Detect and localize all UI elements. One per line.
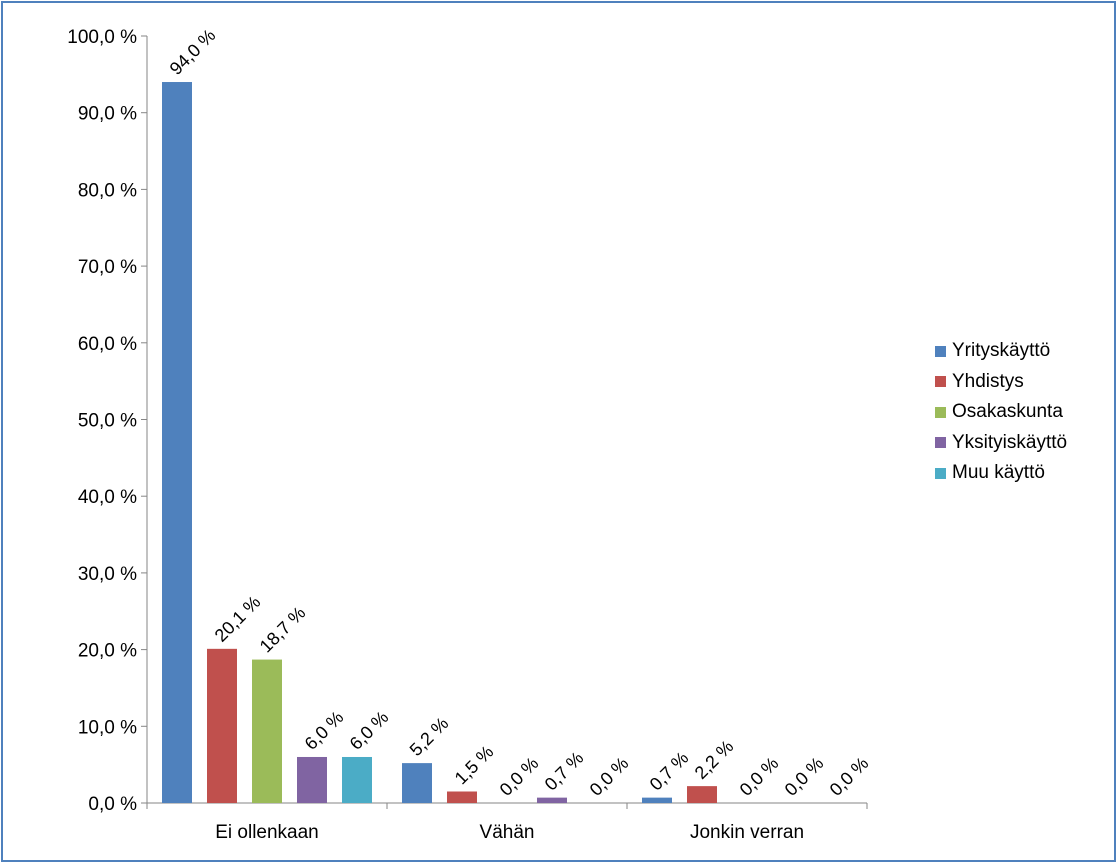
y-tick-label: 60,0 % bbox=[78, 334, 137, 355]
y-tick-label: 0,0 % bbox=[88, 794, 137, 815]
legend-label: Yhdistys bbox=[952, 370, 1024, 392]
legend-swatch bbox=[935, 345, 946, 357]
data-label: 0,7 % bbox=[646, 748, 693, 795]
data-label: 2,2 % bbox=[691, 736, 738, 783]
x-category-label: Ei ollenkaan bbox=[215, 822, 319, 843]
legend-swatch bbox=[935, 467, 946, 479]
data-label: 0,0 % bbox=[826, 753, 873, 800]
legend-swatch bbox=[935, 406, 946, 418]
data-label: 94,0 % bbox=[166, 25, 220, 79]
y-tick-label: 70,0 % bbox=[78, 257, 137, 278]
y-tick-label: 100,0 % bbox=[67, 27, 137, 48]
y-tick-label: 50,0 % bbox=[78, 411, 137, 432]
legend-item: Yhdistys bbox=[935, 367, 1067, 398]
y-tick-label: 10,0 % bbox=[78, 717, 137, 738]
data-label: 20,1 % bbox=[211, 592, 265, 646]
bar bbox=[162, 82, 192, 803]
data-label: 1,5 % bbox=[451, 742, 498, 789]
data-label: 0,0 % bbox=[736, 753, 783, 800]
y-tick-label: 40,0 % bbox=[78, 487, 137, 508]
bar bbox=[447, 791, 477, 803]
x-category-label: Jonkin verran bbox=[690, 822, 804, 843]
legend-label: Yrityskäyttö bbox=[952, 340, 1051, 362]
y-tick-label: 20,0 % bbox=[78, 641, 137, 662]
legend-swatch bbox=[935, 437, 946, 449]
bar bbox=[342, 756, 372, 803]
bar bbox=[642, 797, 672, 803]
legend-label: Yksityiskäyttö bbox=[952, 431, 1068, 453]
data-label: 6,0 % bbox=[346, 707, 393, 754]
legend-item: Yksityiskäyttö bbox=[935, 428, 1067, 459]
legend: Yrityskäyttö Yhdistys Osakaskunta Yksityisk… bbox=[935, 336, 1067, 489]
data-label: 5,2 % bbox=[406, 713, 453, 760]
legend-item: Muu käyttö bbox=[935, 458, 1067, 489]
bar bbox=[402, 763, 432, 803]
legend-item: Yrityskäyttö bbox=[935, 336, 1067, 367]
legend-swatch bbox=[935, 376, 946, 388]
bar bbox=[297, 756, 327, 803]
x-category-label: Vähän bbox=[480, 822, 535, 843]
y-tick-label: 90,0 % bbox=[78, 104, 137, 125]
y-tick-label: 80,0 % bbox=[78, 180, 137, 201]
data-label: 6,0 % bbox=[301, 707, 348, 754]
data-label: 0,0 % bbox=[781, 753, 828, 800]
legend-label: Osakaskunta bbox=[952, 401, 1063, 423]
bar bbox=[207, 648, 237, 803]
legend-label: Muu käyttö bbox=[952, 462, 1045, 484]
data-label: 0,0 % bbox=[496, 753, 543, 800]
data-label: 0,7 % bbox=[541, 748, 588, 795]
bar bbox=[252, 659, 282, 803]
data-label: 0,0 % bbox=[586, 753, 633, 800]
legend-item: Osakaskunta bbox=[935, 397, 1067, 428]
bar bbox=[687, 786, 717, 803]
data-label: 18,7 % bbox=[256, 603, 310, 657]
bar bbox=[537, 797, 567, 803]
y-tick-label: 30,0 % bbox=[78, 564, 137, 585]
